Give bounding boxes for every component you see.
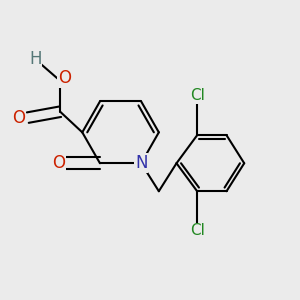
Text: H: H: [29, 50, 41, 68]
Text: O: O: [52, 154, 65, 172]
Text: Cl: Cl: [190, 224, 205, 238]
Text: O: O: [58, 69, 71, 87]
Text: N: N: [135, 154, 147, 172]
Text: O: O: [12, 109, 25, 127]
Text: Cl: Cl: [190, 88, 205, 103]
